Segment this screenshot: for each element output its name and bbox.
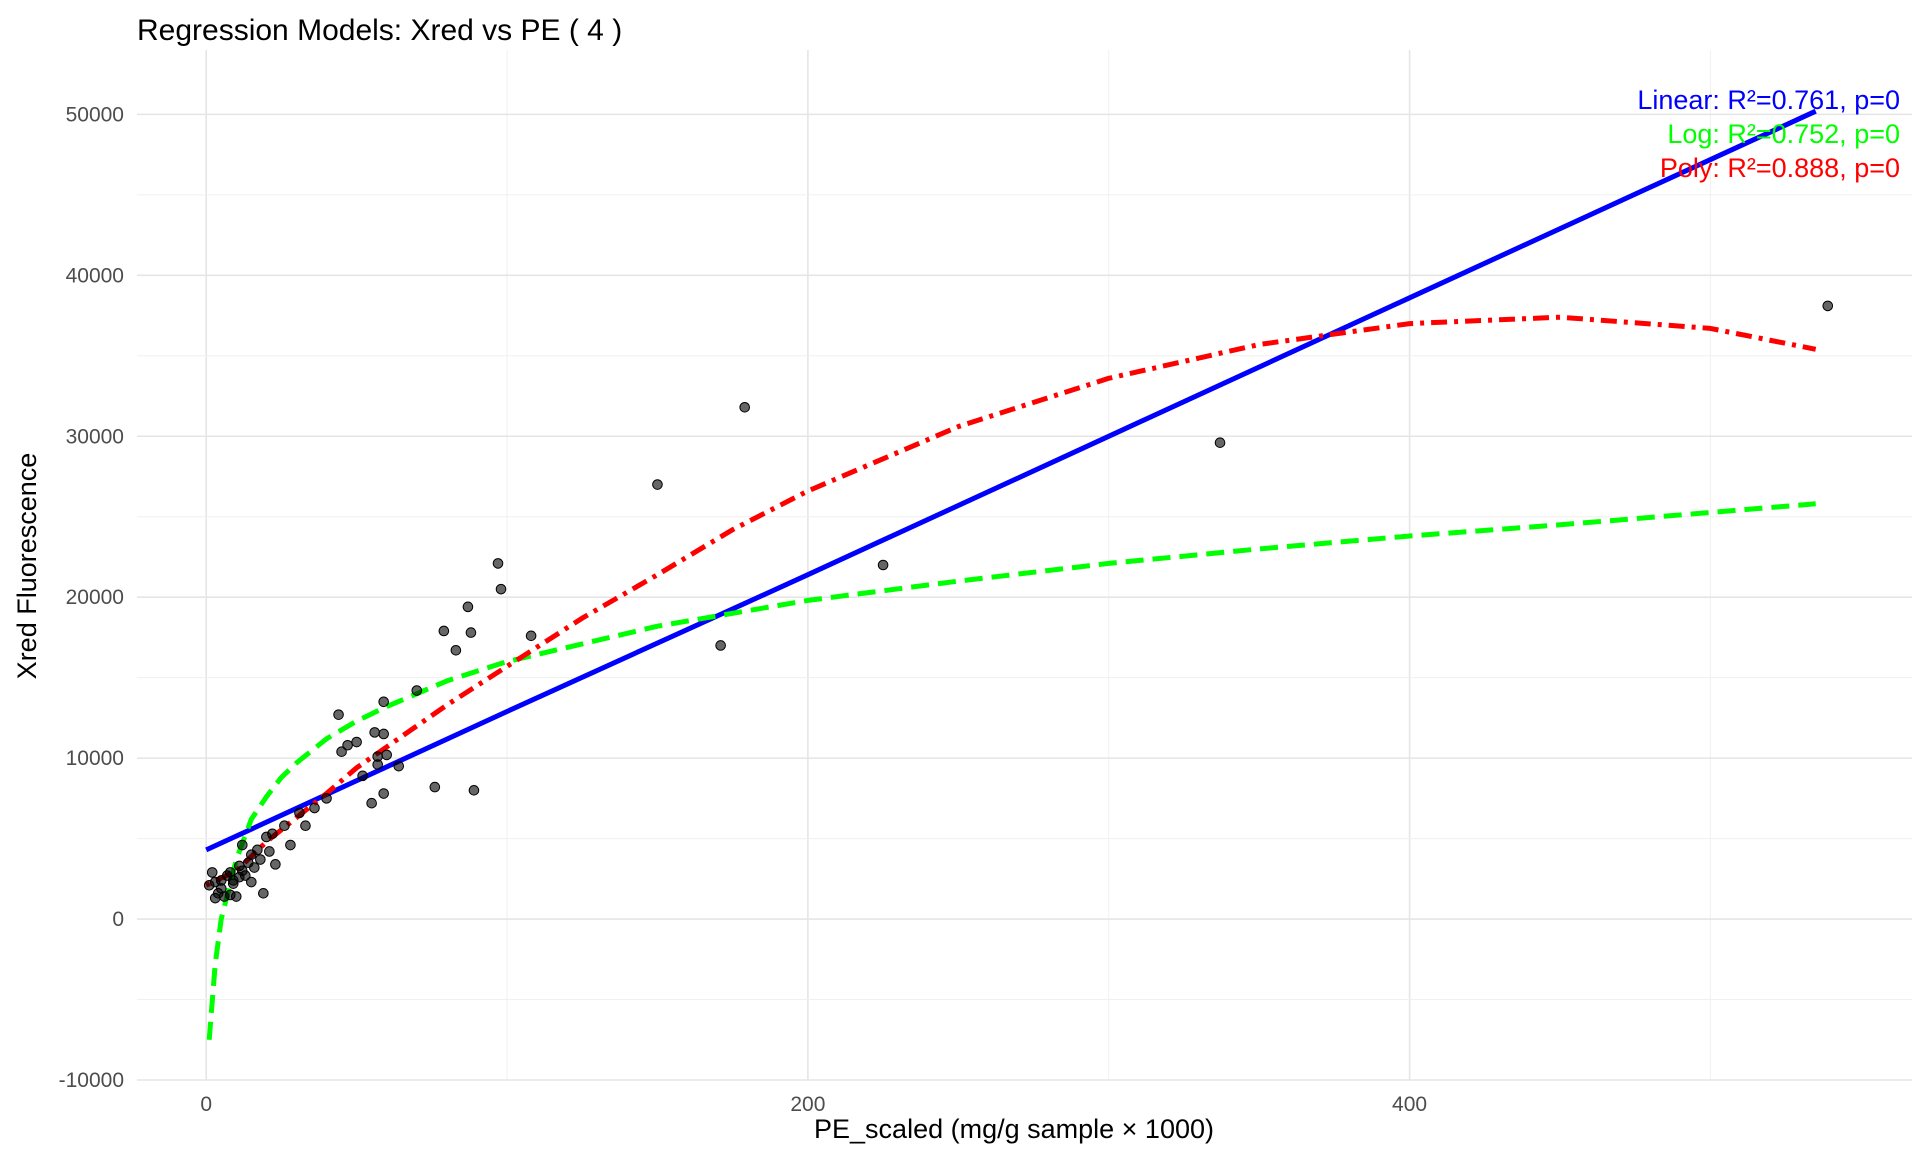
x-axis-title: PE_scaled (mg/g sample × 1000) xyxy=(814,1114,1214,1144)
data-point xyxy=(438,625,450,637)
tick-labels: 0 200 400 -10000 0 10000 20000 30000 40000 50000 xyxy=(59,103,1427,1116)
data-point xyxy=(309,802,320,814)
data-point xyxy=(468,785,480,796)
data-point xyxy=(249,862,260,873)
data-point xyxy=(264,846,275,857)
data-point xyxy=(1822,300,1834,312)
data-point xyxy=(270,859,281,870)
data-point xyxy=(240,870,251,881)
data-point xyxy=(357,770,368,782)
model-annotation: Poly: R²=0.888, p=0 xyxy=(1660,153,1900,183)
data-point xyxy=(492,558,504,569)
data-point xyxy=(652,479,663,490)
data-point xyxy=(230,891,242,902)
data-point xyxy=(739,401,751,413)
model-annotation: Linear: R²=0.761, p=0 xyxy=(1637,85,1900,115)
y-axis-title: Xred Fluorescence xyxy=(12,453,42,680)
data-point xyxy=(411,685,423,696)
data-point xyxy=(525,630,537,642)
data-point xyxy=(206,867,218,878)
data-point xyxy=(378,696,389,708)
data-point xyxy=(342,739,353,751)
data-point xyxy=(267,828,278,840)
y-tick-label: -10000 xyxy=(59,1069,124,1092)
data-point xyxy=(366,797,377,809)
data-point xyxy=(393,760,405,772)
data-point xyxy=(279,820,290,832)
series-lines xyxy=(205,108,1817,1040)
linear-fit-line xyxy=(205,108,1817,853)
data-point xyxy=(378,728,389,740)
data-point xyxy=(372,759,383,770)
data-point xyxy=(236,839,248,851)
model-annotation: Log: R²=0.752, p=0 xyxy=(1667,119,1900,149)
data-point xyxy=(369,727,380,738)
data-point xyxy=(877,559,889,571)
y-tick-label: 40000 xyxy=(66,264,124,287)
grid xyxy=(137,50,1912,1081)
y-tick-label: 50000 xyxy=(66,103,124,126)
chart-title: Regression Models: Xred vs PE ( 4 ) xyxy=(137,14,622,47)
data-points xyxy=(203,300,1834,904)
data-point xyxy=(462,601,474,613)
log-fit-line xyxy=(206,501,1816,1040)
data-point xyxy=(333,709,344,720)
data-point xyxy=(465,627,477,638)
data-point xyxy=(351,736,362,748)
data-point xyxy=(495,583,507,595)
data-point xyxy=(429,781,441,793)
data-point xyxy=(321,793,332,804)
data-point xyxy=(450,644,462,656)
x-tick-label: 0 xyxy=(200,1093,212,1116)
model-annotations: Linear: R²=0.761, p=0 Log: R²=0.752, p=0 P… xyxy=(1637,85,1900,183)
y-tick-label: 30000 xyxy=(66,425,124,448)
data-point xyxy=(715,640,726,651)
y-tick-label: 0 xyxy=(112,908,124,931)
x-tick-label: 200 xyxy=(790,1093,825,1116)
data-point xyxy=(227,878,239,889)
data-point xyxy=(258,888,269,899)
data-point xyxy=(246,876,257,888)
data-point xyxy=(252,844,263,856)
data-point xyxy=(1214,437,1226,448)
data-point xyxy=(255,854,266,865)
poly-fit-line xyxy=(205,314,1817,888)
data-point xyxy=(300,820,311,832)
data-point xyxy=(294,807,305,819)
y-tick-label: 10000 xyxy=(66,747,124,770)
y-tick-label: 20000 xyxy=(66,586,124,609)
data-point xyxy=(285,839,296,851)
data-point xyxy=(336,746,347,757)
data-point xyxy=(378,788,389,799)
data-point xyxy=(381,749,393,761)
x-tick-label: 400 xyxy=(1392,1093,1427,1116)
